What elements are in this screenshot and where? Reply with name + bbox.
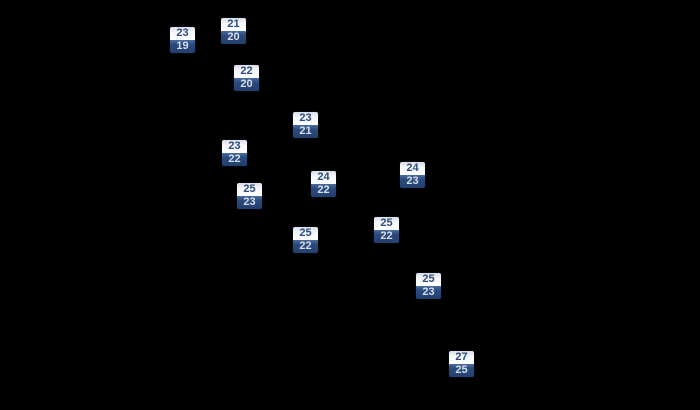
low-temp-label: 19 [170,40,195,53]
temperature-marker[interactable]: 23 19 [170,27,195,53]
high-temp-label: 22 [234,65,259,78]
low-temp-label: 23 [400,175,425,188]
high-temp-label: 25 [237,183,262,196]
high-temp-label: 21 [221,18,246,31]
low-temp-label: 20 [221,31,246,44]
high-temp-label: 23 [170,27,195,40]
temperature-marker[interactable]: 25 22 [374,217,399,243]
temperature-marker[interactable]: 25 22 [293,227,318,253]
low-temp-label: 20 [234,78,259,91]
high-temp-label: 24 [400,162,425,175]
high-temp-label: 25 [293,227,318,240]
high-temp-label: 25 [416,273,441,286]
low-temp-label: 23 [416,286,441,299]
low-temp-label: 25 [449,364,474,377]
temperature-marker[interactable]: 22 20 [234,65,259,91]
high-temp-label: 24 [311,171,336,184]
low-temp-label: 22 [293,240,318,253]
high-temp-label: 27 [449,351,474,364]
temperature-marker[interactable]: 23 22 [222,140,247,166]
high-temp-label: 23 [293,112,318,125]
low-temp-label: 23 [237,196,262,209]
high-temp-label: 25 [374,217,399,230]
temperature-marker[interactable]: 25 23 [416,273,441,299]
low-temp-label: 22 [222,153,247,166]
temperature-marker[interactable]: 23 21 [293,112,318,138]
temperature-marker[interactable]: 27 25 [449,351,474,377]
low-temp-label: 22 [311,184,336,197]
high-temp-label: 23 [222,140,247,153]
temperature-marker[interactable]: 24 23 [400,162,425,188]
low-temp-label: 21 [293,125,318,138]
temperature-marker[interactable]: 25 23 [237,183,262,209]
temperature-marker[interactable]: 21 20 [221,18,246,44]
low-temp-label: 22 [374,230,399,243]
temperature-marker[interactable]: 24 22 [311,171,336,197]
